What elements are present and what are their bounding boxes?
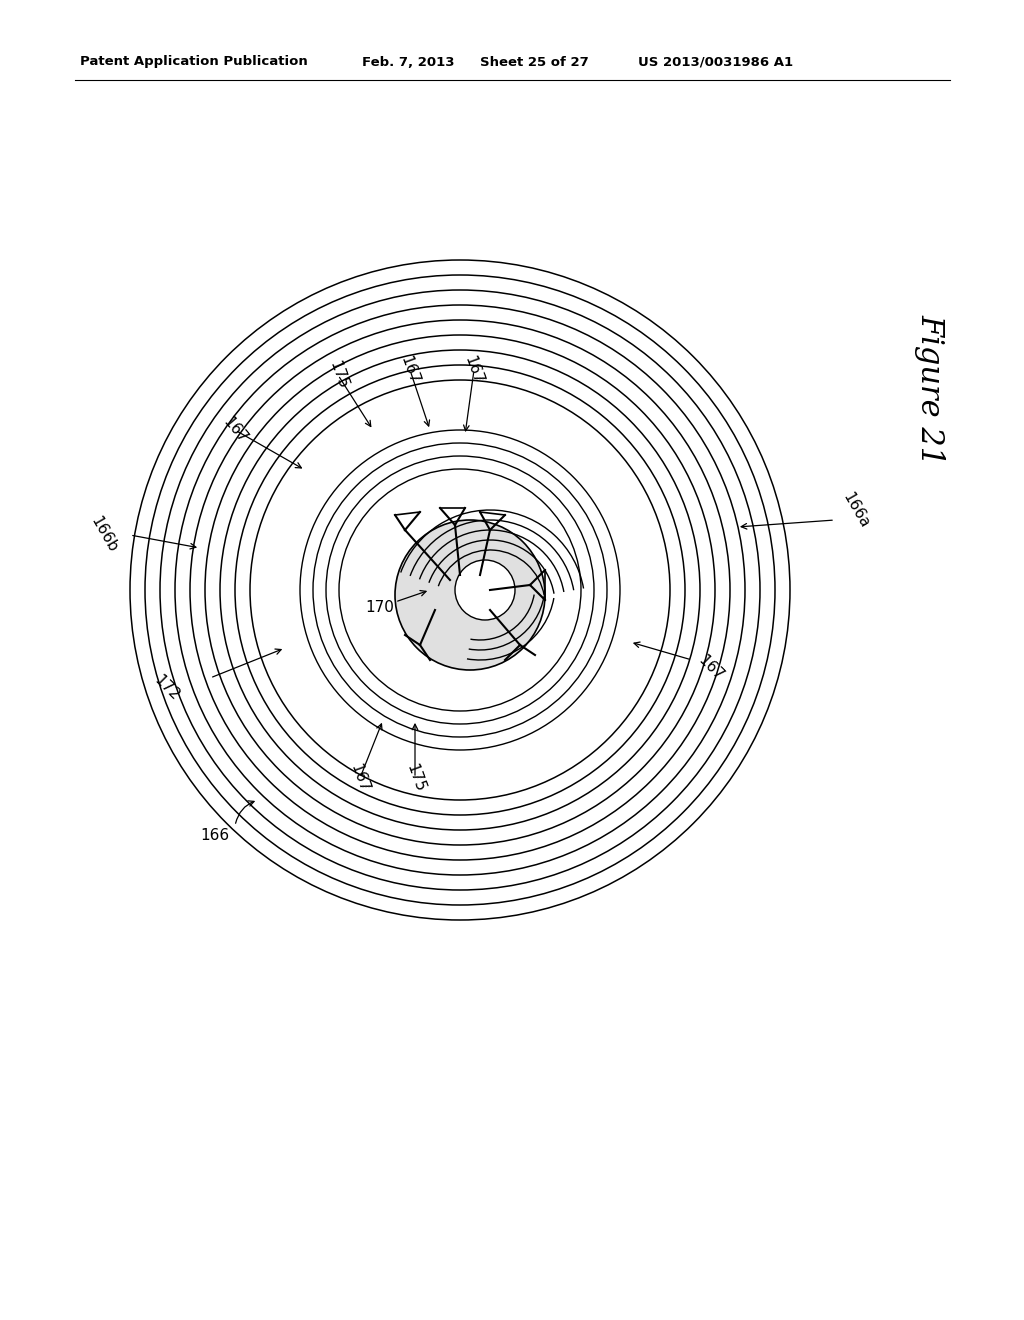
Text: Patent Application Publication: Patent Application Publication	[80, 55, 308, 69]
Text: 172: 172	[151, 672, 182, 704]
Text: 166b: 166b	[88, 515, 121, 556]
Text: Figure 21: Figure 21	[914, 314, 945, 466]
Text: 167: 167	[462, 354, 486, 387]
Text: US 2013/0031986 A1: US 2013/0031986 A1	[638, 55, 794, 69]
Text: 167: 167	[348, 762, 372, 795]
Text: 166a: 166a	[840, 490, 872, 531]
Circle shape	[455, 560, 515, 620]
Text: Feb. 7, 2013: Feb. 7, 2013	[362, 55, 455, 69]
Text: 167: 167	[398, 354, 422, 387]
Text: 175: 175	[326, 359, 350, 391]
Text: Sheet 25 of 27: Sheet 25 of 27	[480, 55, 589, 69]
Circle shape	[395, 520, 545, 671]
Text: 170: 170	[366, 601, 394, 615]
Text: 175: 175	[403, 762, 427, 795]
Text: 167: 167	[695, 652, 726, 684]
Text: 167: 167	[220, 414, 250, 446]
Text: 166: 166	[201, 828, 229, 842]
